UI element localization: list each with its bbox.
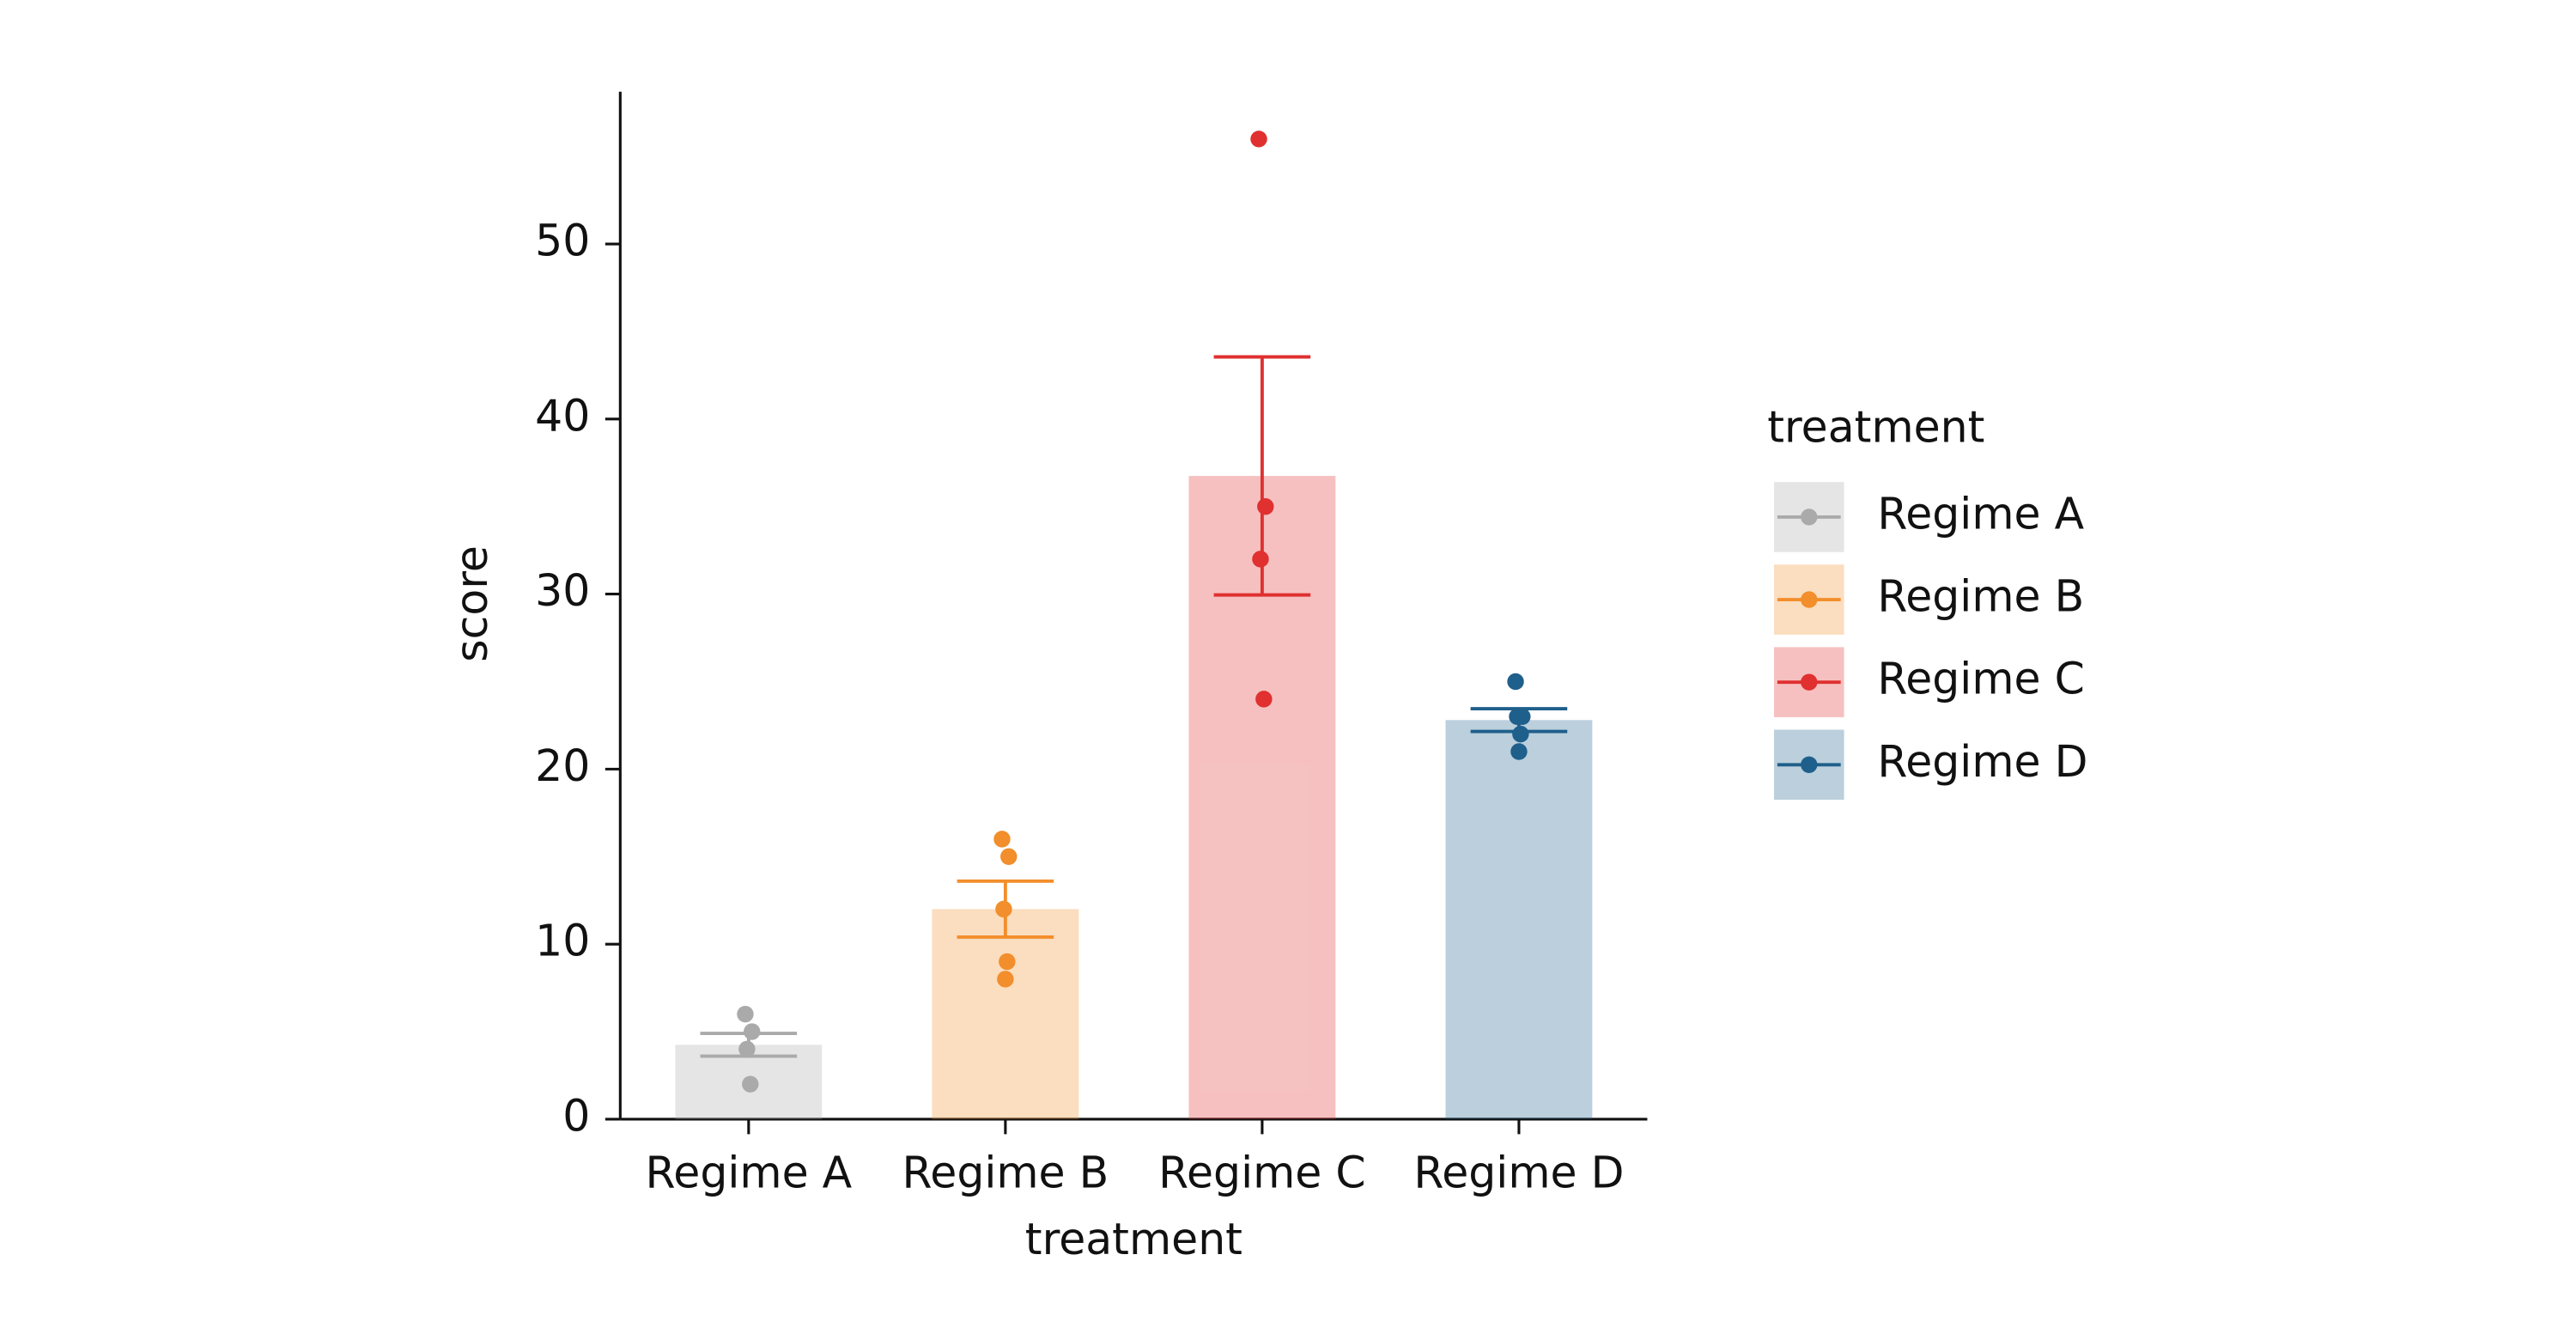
y-tick-label: 0 [562,1090,590,1141]
data-point [737,1005,754,1023]
data-point [1250,131,1267,148]
x-tick-label: Regime A [646,1147,853,1197]
x-tick-label: Regime B [902,1147,1109,1197]
x-tick-label: Regime C [1158,1147,1365,1197]
x-axis-label: treatment [1025,1214,1242,1264]
legend-marker [1801,509,1818,526]
y-tick-label: 30 [535,565,590,616]
y-tick-label: 20 [535,740,590,791]
data-point [744,1023,761,1040]
data-point [1507,673,1524,691]
y-tick-label: 40 [535,390,590,441]
bar [1445,720,1593,1119]
legend-marker [1801,756,1818,773]
legend-title: treatment [1767,401,1984,452]
data-point [999,953,1016,971]
legend-label: Regime A [1877,488,2084,539]
data-point [742,1075,759,1093]
data-point [1000,848,1018,865]
legend-label: Regime B [1877,571,2084,622]
legend-label: Regime C [1877,654,2084,704]
legend-marker [1801,673,1818,691]
data-point [1512,725,1529,743]
data-point [997,971,1014,988]
data-point [995,900,1012,918]
data-point [1257,498,1274,515]
y-tick-label: 50 [535,216,590,266]
data-point [1509,708,1526,725]
data-point [1255,691,1273,708]
data-point [1252,551,1269,568]
y-axis-label: score [447,545,497,662]
data-point [1510,743,1528,760]
data-point [993,831,1011,848]
legend-label: Regime D [1877,736,2087,787]
bar [932,909,1079,1119]
legend-marker [1801,591,1818,608]
data-point [738,1040,756,1058]
x-tick-label: Regime D [1413,1147,1624,1197]
y-tick-label: 10 [535,916,590,966]
